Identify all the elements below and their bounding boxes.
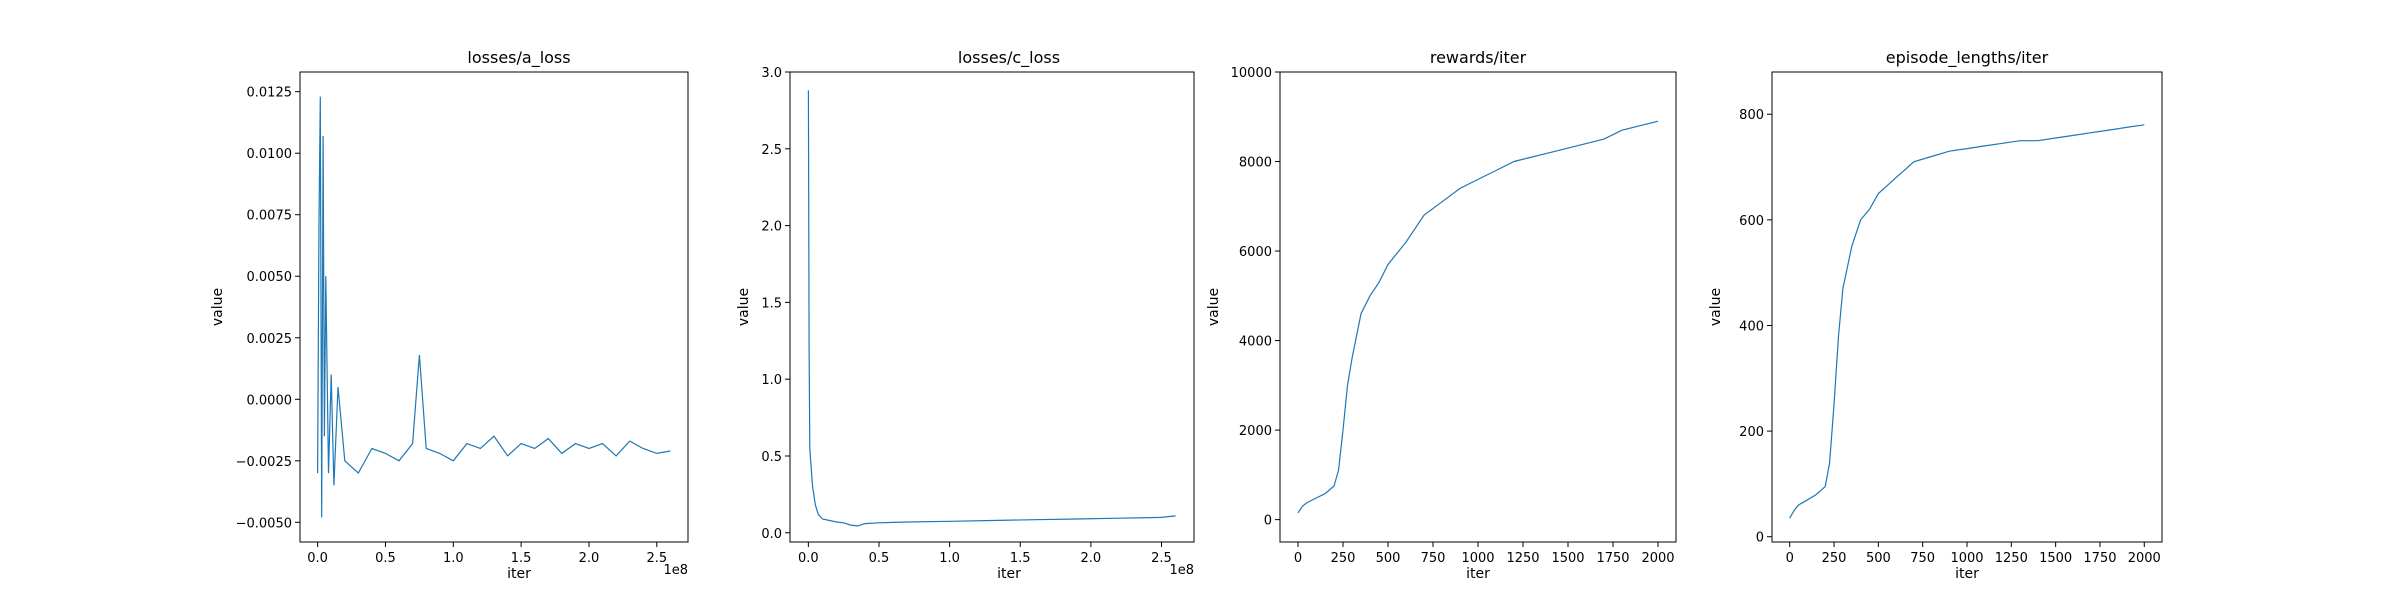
x-tick-label: 1250: [1995, 551, 2028, 566]
x-tick-label: 2.5: [1151, 551, 1172, 566]
y-tick-label: 800: [1739, 108, 1764, 123]
x-tick-label: 2.0: [579, 551, 600, 566]
x-offset-text: 1e8: [663, 563, 688, 578]
series-line: [1297, 120, 1659, 514]
x-tick-label: 1500: [1551, 551, 1584, 566]
y-tick-label: 400: [1739, 319, 1764, 334]
x-ticks: 0.0 0.5 1.0 1.5 2.0 2.5: [798, 542, 1172, 566]
y-tick-label: −0.0025: [236, 455, 292, 470]
y-tick-label: 10000: [1231, 66, 1272, 81]
chart-title: losses/a_loss: [467, 48, 570, 68]
x-axis-label: iter: [1466, 566, 1490, 582]
x-ticks: 0 250 500 750 1000 1250 1500 1750 2000: [1786, 542, 2161, 566]
y-tick-label: 0.0125: [247, 86, 293, 101]
y-tick-label: 0.0025: [247, 332, 293, 347]
x-tick-label: 1.5: [1010, 551, 1031, 566]
axes-frame: [1771, 71, 2163, 543]
x-tick-label: 0: [1294, 551, 1302, 566]
x-tick-label: 1250: [1506, 551, 1539, 566]
y-tick-label: 0: [1756, 531, 1764, 546]
x-tick-label: 500: [1866, 551, 1891, 566]
plot-area: [807, 90, 1176, 527]
x-tick-label: 2000: [2128, 551, 2161, 566]
y-tick-label: 1.5: [761, 296, 782, 311]
plot-area: [1789, 124, 2145, 519]
series-line: [1789, 124, 2145, 519]
y-tick-label: −0.0050: [236, 516, 292, 531]
x-tick-label: 2000: [1641, 551, 1674, 566]
y-tick-label: 0.0000: [247, 393, 293, 408]
plot-area: [1297, 120, 1659, 514]
y-tick-label: 200: [1739, 425, 1764, 440]
y-tick-label: 2.0: [761, 220, 782, 235]
x-tick-label: 1.0: [443, 551, 464, 566]
x-tick-label: 1000: [1461, 551, 1494, 566]
y-tick-label: 600: [1739, 214, 1764, 229]
y-tick-label: 4000: [1239, 335, 1272, 350]
x-tick-label: 1.0: [939, 551, 960, 566]
y-tick-label: 2000: [1239, 424, 1272, 439]
y-axis-label: value: [736, 288, 752, 326]
x-tick-label: 1000: [1950, 551, 1983, 566]
chart-title: rewards/iter: [1430, 48, 1527, 67]
x-axis-label: iter: [997, 566, 1021, 582]
y-axis-label: value: [1708, 288, 1724, 326]
subplot-episode-lengths: episode_lengths/iter iter value 0 250 500 7…: [1708, 48, 2163, 582]
x-tick-label: 250: [1331, 551, 1356, 566]
subplot-a-loss: losses/a_loss iter value 1e8 0.0 0.5 1.0 1.…: [210, 48, 689, 582]
plot-area: [317, 96, 671, 518]
y-ticks: 0 2000 4000 6000 8000 10000: [1231, 66, 1280, 529]
x-tick-label: 1500: [2039, 551, 2072, 566]
y-tick-label: 0.0: [761, 527, 782, 542]
y-tick-label: 1.0: [761, 373, 782, 388]
y-tick-label: 2.5: [761, 143, 782, 158]
x-tick-label: 750: [1421, 551, 1446, 566]
x-tick-label: 250: [1822, 551, 1847, 566]
x-ticks: 0 250 500 750 1000 1250 1500 1750 2000: [1294, 542, 1675, 566]
y-tick-label: 8000: [1239, 156, 1272, 171]
x-tick-label: 0.0: [798, 551, 819, 566]
subplot-c-loss: losses/c_loss iter value 1e8 0.0 0.5 1.0 1.…: [736, 48, 1195, 582]
x-tick-label: 1750: [1596, 551, 1629, 566]
x-ticks: 0.0 0.5 1.0 1.5 2.0 2.5: [307, 542, 667, 566]
y-tick-label: 0.0100: [247, 147, 293, 162]
x-tick-label: 0.5: [869, 551, 890, 566]
x-tick-label: 500: [1376, 551, 1401, 566]
x-tick-label: 2.0: [1081, 551, 1102, 566]
x-tick-label: 0.0: [307, 551, 328, 566]
y-tick-label: 0: [1264, 514, 1272, 529]
subplot-rewards: rewards/iter iter value 0 250 500 750 1000 12…: [1206, 48, 1677, 582]
y-tick-label: 0.5: [761, 450, 782, 465]
y-axis-label: value: [1206, 288, 1222, 326]
y-tick-label: 0.0050: [247, 270, 293, 285]
y-ticks: 0.0 0.5 1.0 1.5 2.0 2.5 3.0: [761, 66, 790, 542]
x-tick-label: 1.5: [511, 551, 532, 566]
x-axis-label: iter: [1955, 566, 1979, 582]
y-tick-label: 3.0: [761, 66, 782, 81]
chart-title: losses/c_loss: [958, 48, 1060, 68]
series-line: [807, 90, 1176, 527]
y-ticks: 0 200 400 600 800: [1739, 108, 1772, 546]
y-axis-label: value: [210, 288, 226, 326]
x-tick-label: 0.5: [375, 551, 396, 566]
axes-frame: [299, 71, 689, 543]
x-tick-label: 0: [1786, 551, 1794, 566]
y-tick-label: 6000: [1239, 245, 1272, 260]
axes-frame: [789, 71, 1195, 543]
x-axis-label: iter: [507, 566, 531, 582]
series-line: [317, 96, 671, 518]
chart-title: episode_lengths/iter: [1886, 48, 2049, 68]
axes-frame: [1279, 71, 1677, 543]
y-tick-label: 0.0075: [247, 209, 293, 224]
y-ticks: −0.0050 −0.0025 0.0000 0.0025 0.0050 0.0075 0.…: [236, 86, 300, 531]
x-tick-label: 750: [1910, 551, 1935, 566]
x-tick-label: 1750: [2083, 551, 2116, 566]
x-tick-label: 2.5: [646, 551, 667, 566]
x-offset-text: 1e8: [1169, 563, 1194, 578]
